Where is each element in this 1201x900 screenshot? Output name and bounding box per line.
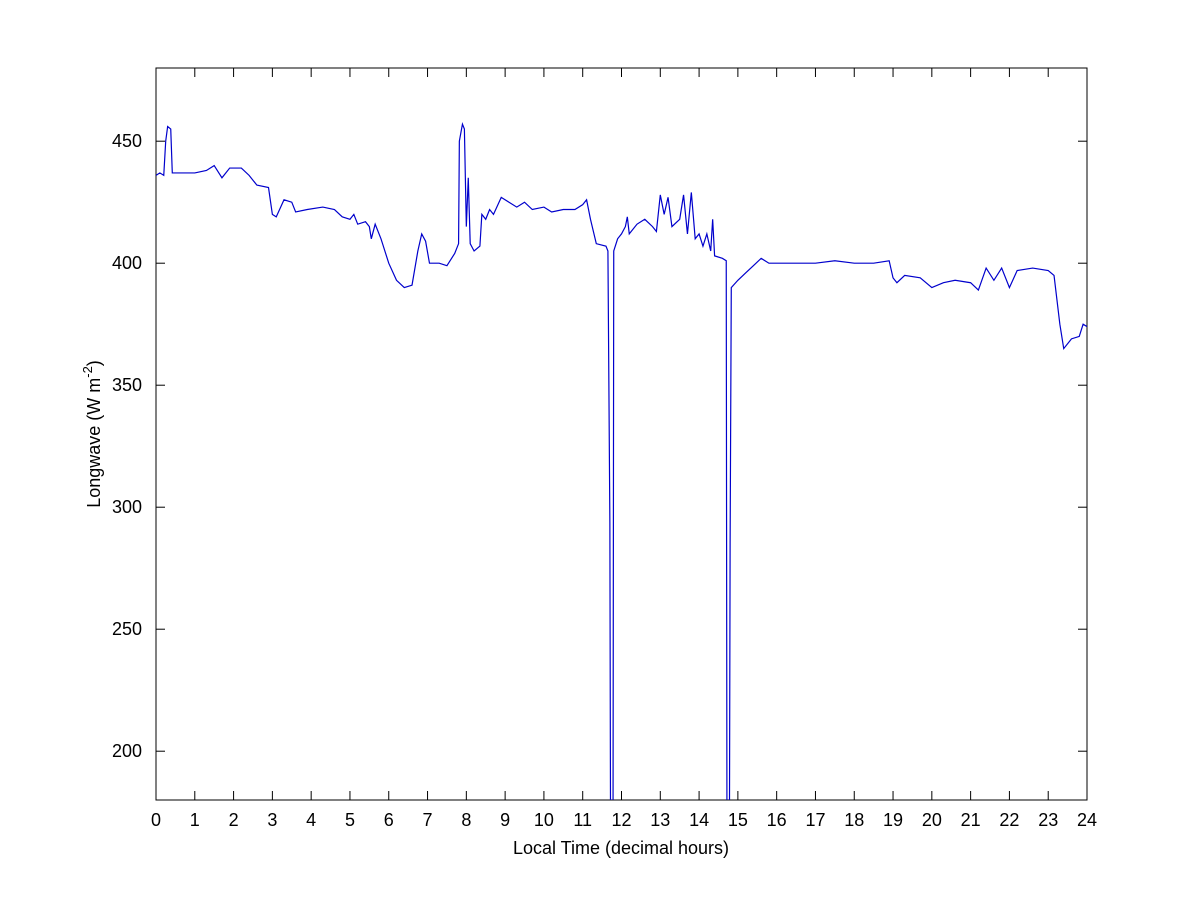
x-tick-label: 12: [611, 810, 631, 830]
y-tick-label: 350: [112, 375, 142, 395]
data-line: [156, 121, 1087, 800]
y-tick-label: 250: [112, 619, 142, 639]
x-tick-label: 17: [805, 810, 825, 830]
y-tick-label: 400: [112, 253, 142, 273]
y-tick-label: 300: [112, 497, 142, 517]
x-tick-label: 9: [500, 810, 510, 830]
y-axis-label-end: ): [84, 360, 104, 366]
y-axis-label-text: Longwave (W m: [84, 378, 104, 508]
x-tick-label: 6: [384, 810, 394, 830]
x-tick-label: 14: [689, 810, 709, 830]
x-axis-label: Local Time (decimal hours): [513, 838, 729, 858]
x-tick-label: 13: [650, 810, 670, 830]
x-tick-label: 8: [461, 810, 471, 830]
x-tick-label: 22: [999, 810, 1019, 830]
x-tick-label: 15: [728, 810, 748, 830]
x-tick-label: 20: [922, 810, 942, 830]
x-tick-label: 16: [767, 810, 787, 830]
x-tick-label: 0: [151, 810, 161, 830]
plot-area: [155, 67, 1088, 801]
x-tick-label: 2: [229, 810, 239, 830]
x-tick-label: 24: [1077, 810, 1097, 830]
y-axis-label-sup: -2: [80, 366, 95, 378]
y-tick-label: 450: [112, 131, 142, 151]
x-tick-label: 1: [190, 810, 200, 830]
x-tick-label: 10: [534, 810, 554, 830]
x-tick-label: 11: [573, 810, 592, 830]
x-tick-label: 3: [267, 810, 277, 830]
x-tick-label: 5: [345, 810, 355, 830]
y-tick-label: 200: [112, 741, 142, 761]
y-axis-label: Longwave (W m-2): [80, 360, 104, 508]
x-tick-label: 4: [306, 810, 316, 830]
x-tick-label: 19: [883, 810, 903, 830]
x-tick-label: 18: [844, 810, 864, 830]
x-tick-label: 7: [423, 810, 433, 830]
x-tick-label: 23: [1038, 810, 1058, 830]
x-tick-label: 21: [961, 810, 981, 830]
